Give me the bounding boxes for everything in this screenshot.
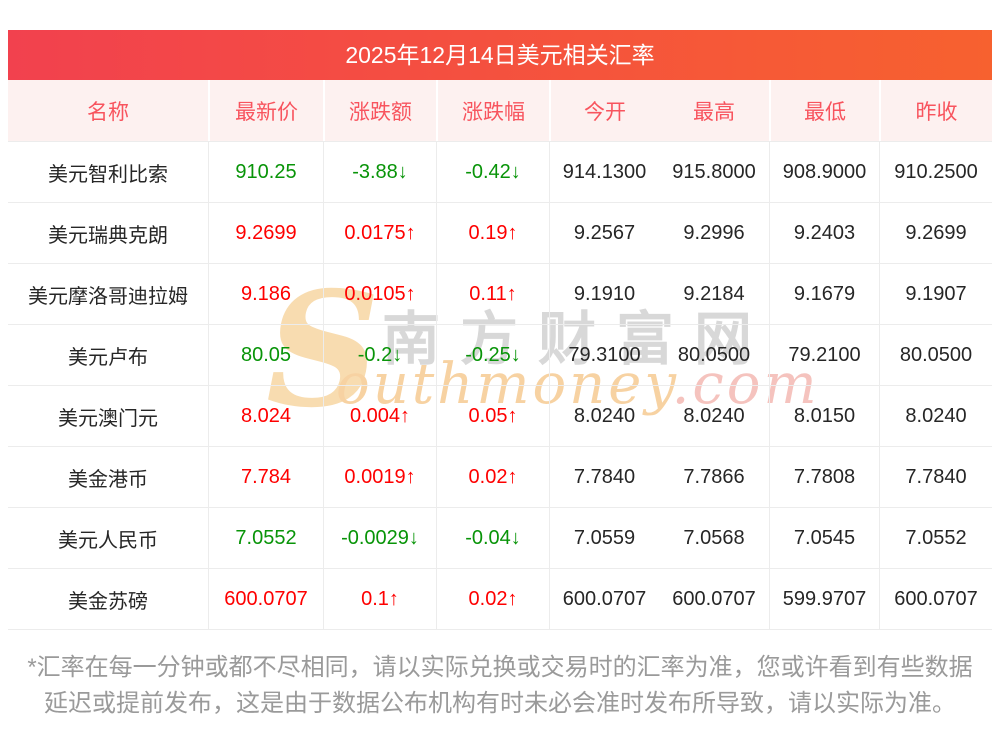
table-row-usd-mad: 美元摩洛哥迪拉姆 9.186 0.0105↑ 0.11↑ 9.1910 9.21… <box>8 263 992 324</box>
change-amount: 0.1↑ <box>323 569 436 629</box>
change-percent: 0.02↑ <box>436 447 549 507</box>
table-header-row: 名称 最新价 涨跌额 涨跌幅 今开 最高 最低 昨收 <box>8 80 992 141</box>
low-price: 7.7808 <box>769 447 879 507</box>
last-price: 7.784 <box>208 447 323 507</box>
high-price: 9.2996 <box>683 221 745 244</box>
last-price: 7.0552 <box>208 508 323 568</box>
open-price: 914.1300 <box>549 142 659 202</box>
last-price: 8.024 <box>208 386 323 446</box>
change-amount: 0.004↑ <box>323 386 436 446</box>
table-row-usd-sdg: 美金苏磅 600.0707 0.1↑ 0.02↑ 600.0707 600.07… <box>8 568 992 629</box>
last-price: 9.186 <box>208 264 323 324</box>
high-price: 600.0707 <box>672 587 756 610</box>
col-header-prev-close: 昨收 <box>879 80 992 141</box>
currency-pair-name: 美元卢布 <box>68 346 148 369</box>
currency-pair-name: 美金苏磅 <box>68 590 148 613</box>
exchange-rates-table: S 南方财富网 outhmoney.com 名称 最新价 涨跌额 涨跌幅 今开 … <box>8 80 992 630</box>
table-row-usd-clp: 美元智利比索 910.25 -3.88↓ -0.42↓ 914.1300 915… <box>8 141 992 202</box>
last-price: 80.05 <box>208 325 323 385</box>
currency-pair-name: 美元人民币 <box>58 529 158 552</box>
change-amount: 0.0019↑ <box>323 447 436 507</box>
prev-close-price: 80.0500 <box>879 325 992 385</box>
change-amount: -3.88↓ <box>323 142 436 202</box>
prev-close-price: 600.0707 <box>879 569 992 629</box>
change-percent: 0.11↑ <box>436 264 549 324</box>
change-percent: 0.05↑ <box>436 386 549 446</box>
last-price: 910.25 <box>208 142 323 202</box>
col-header-last-price: 最新价 <box>208 80 323 141</box>
low-price: 9.2403 <box>769 203 879 263</box>
last-price: 600.0707 <box>208 569 323 629</box>
open-price: 9.1910 <box>549 264 659 324</box>
table-row-usd-hkd: 美金港币 7.784 0.0019↑ 0.02↑ 7.7840 7.7866 7… <box>8 446 992 507</box>
change-amount: -0.2↓ <box>323 325 436 385</box>
low-price: 908.9000 <box>769 142 879 202</box>
open-price: 9.2567 <box>549 203 659 263</box>
low-price: 599.9707 <box>769 569 879 629</box>
currency-pair-name: 美元瑞典克朗 <box>48 224 168 247</box>
col-header-low: 最低 <box>769 80 879 141</box>
currency-pair-name: 美金港币 <box>68 468 148 491</box>
page-title: 2025年12月14日美元相关汇率 <box>8 30 992 80</box>
col-header-name: 名称 <box>87 100 129 124</box>
high-price: 915.8000 <box>672 160 756 183</box>
disclaimer-note: *汇率在每一分钟或都不尽相同，请以实际兑换或交易时的汇率为准，您或许看到有些数据… <box>27 654 973 717</box>
high-price: 80.0500 <box>677 343 751 366</box>
open-price: 600.0707 <box>549 569 659 629</box>
open-price: 7.0559 <box>549 508 659 568</box>
table-row-usd-sek: 美元瑞典克朗 9.2699 0.0175↑ 0.19↑ 9.2567 9.299… <box>8 202 992 263</box>
high-price: 9.2184 <box>683 282 745 305</box>
low-price: 79.2100 <box>769 325 879 385</box>
change-amount: 0.0175↑ <box>323 203 436 263</box>
col-header-high: 最高 <box>693 100 735 124</box>
open-price: 7.7840 <box>549 447 659 507</box>
col-header-open: 今开 <box>549 80 659 141</box>
low-price: 9.1679 <box>769 264 879 324</box>
high-price: 8.0240 <box>683 404 745 427</box>
currency-pair-name: 美元智利比索 <box>48 163 168 186</box>
high-price: 7.0568 <box>683 526 745 549</box>
change-percent: -0.04↓ <box>436 508 549 568</box>
table-row-usd-mop: 美元澳门元 8.024 0.004↑ 0.05↑ 8.0240 8.0240 8… <box>8 385 992 446</box>
col-header-change-pct: 涨跌幅 <box>436 80 549 141</box>
table-row-usd-cny: 美元人民币 7.0552 -0.0029↓ -0.04↓ 7.0559 7.05… <box>8 507 992 568</box>
table-row-usd-rub: 美元卢布 80.05 -0.2↓ -0.25↓ 79.3100 80.0500 … <box>8 324 992 385</box>
change-percent: -0.25↓ <box>436 325 549 385</box>
change-amount: 0.0105↑ <box>323 264 436 324</box>
prev-close-price: 7.7840 <box>879 447 992 507</box>
prev-close-price: 910.2500 <box>879 142 992 202</box>
change-percent: -0.42↓ <box>436 142 549 202</box>
currency-pair-name: 美元摩洛哥迪拉姆 <box>28 285 188 308</box>
open-price: 8.0240 <box>549 386 659 446</box>
change-percent: 0.02↑ <box>436 569 549 629</box>
low-price: 8.0150 <box>769 386 879 446</box>
prev-close-price: 9.1907 <box>879 264 992 324</box>
prev-close-price: 8.0240 <box>879 386 992 446</box>
high-price: 7.7866 <box>683 465 745 488</box>
currency-pair-name: 美元澳门元 <box>58 407 158 430</box>
col-header-change: 涨跌额 <box>323 80 436 141</box>
low-price: 7.0545 <box>769 508 879 568</box>
change-amount: -0.0029↓ <box>323 508 436 568</box>
prev-close-price: 7.0552 <box>879 508 992 568</box>
prev-close-price: 9.2699 <box>879 203 992 263</box>
last-price: 9.2699 <box>208 203 323 263</box>
open-price: 79.3100 <box>549 325 659 385</box>
change-percent: 0.19↑ <box>436 203 549 263</box>
